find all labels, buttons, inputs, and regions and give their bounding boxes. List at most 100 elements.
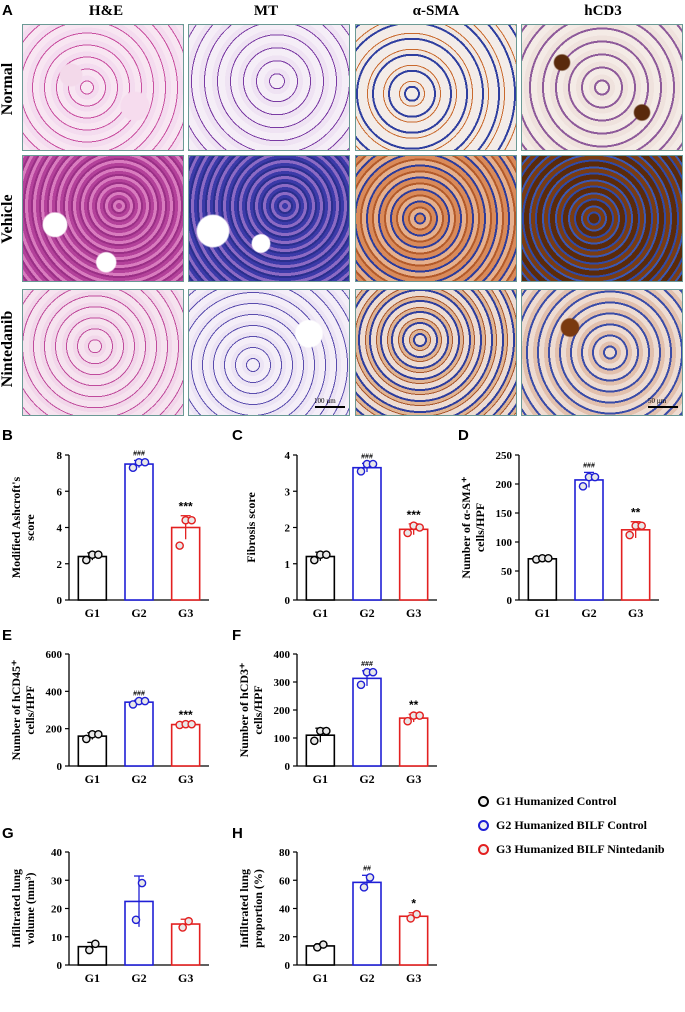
y-axis-label-d-1: cells/HPF xyxy=(473,503,487,552)
y-axis-label-g-0: Infiltrated lung xyxy=(9,869,23,948)
bar-b-g1 xyxy=(77,555,108,601)
data-point-c-g3-2 xyxy=(415,523,424,532)
y-tick-label-d-2: 100 xyxy=(496,537,513,549)
x-tick-label-e-g1: G1 xyxy=(85,772,100,786)
bar-e-g2 xyxy=(124,701,154,767)
tile-nintedanib-asma xyxy=(355,289,517,416)
data-point-d-g1-2 xyxy=(544,553,553,563)
y-tick-label-h-4: 80 xyxy=(279,847,291,859)
x-tick-label-d-g3: G3 xyxy=(628,606,643,620)
column-header-hcd3: hCD3 xyxy=(584,3,622,19)
y-axis-label-f-1: cells/HPF xyxy=(251,685,265,734)
bar-h-g2 xyxy=(352,881,382,966)
y-axis-label-b-1: score xyxy=(23,514,37,541)
y-tick-label-f-1: 100 xyxy=(274,733,291,745)
significance-d-g2: ### xyxy=(583,462,595,469)
y-axis-label-h-0: Infiltrated lung xyxy=(237,869,251,948)
data-point-c-g2-0 xyxy=(356,467,366,476)
significance-b-g3: *** xyxy=(179,500,193,514)
x-tick-label-d-g2: G2 xyxy=(581,606,596,620)
y-tick-label-f-3: 300 xyxy=(274,677,291,689)
bar-c-g1 xyxy=(305,555,336,601)
data-point-h-g3-1 xyxy=(412,909,421,919)
panel-letter-c: C xyxy=(232,427,243,444)
data-point-c-g3-0 xyxy=(403,528,412,538)
y-axis-label-g-1: volume (mm³) xyxy=(23,873,37,945)
data-point-b-g3-0 xyxy=(175,541,184,550)
x-tick-label-g-g3: G3 xyxy=(178,971,193,985)
data-point-e-g1-0 xyxy=(82,734,91,744)
y-tick-label-c-4: 4 xyxy=(285,450,291,462)
bar-h-g3 xyxy=(398,915,429,966)
data-point-h-g2-0 xyxy=(359,883,369,892)
y-tick-label-f-4: 400 xyxy=(274,649,291,661)
panel-letter-h: H xyxy=(232,825,243,842)
data-point-f-g3-0 xyxy=(403,716,412,726)
legend-label-g1: G1 Humanized Control xyxy=(496,794,617,808)
data-point-h-g2-1 xyxy=(365,873,375,882)
bar-f-g3 xyxy=(398,717,429,767)
legend-swatch-g1 xyxy=(478,796,489,807)
y-tick-label-c-0: 0 xyxy=(285,595,291,607)
data-point-f-g2-2 xyxy=(368,667,378,677)
x-tick-label-h-g2: G2 xyxy=(359,971,374,985)
tile-vehicle-asma xyxy=(355,155,517,282)
x-tick-label-f-g1: G1 xyxy=(313,772,328,786)
legend-item-g2: G2 Humanized BILF Control xyxy=(478,818,647,833)
bar-c-g2 xyxy=(352,466,382,601)
significance-f-g2: ### xyxy=(361,661,373,668)
y-tick-label-g-3: 30 xyxy=(51,875,63,887)
x-tick-label-g-g1: G1 xyxy=(85,971,100,985)
data-point-b-g3-2 xyxy=(187,515,196,525)
y-tick-label-f-0: 0 xyxy=(285,761,291,773)
bar-c-g3 xyxy=(398,528,429,601)
y-tick-label-b-2: 4 xyxy=(57,523,63,535)
bar-d-g3 xyxy=(620,529,651,601)
legend-item-g3: G3 Humanized BILF Nintedanib xyxy=(478,842,665,857)
significance-d-g3: ** xyxy=(631,506,641,520)
significance-h-g2: ## xyxy=(363,865,371,872)
x-tick-label-f-g2: G2 xyxy=(359,772,374,786)
y-tick-label-c-2: 2 xyxy=(285,523,291,535)
x-tick-label-f-g3: G3 xyxy=(406,772,421,786)
data-point-e-g3-2 xyxy=(187,719,196,729)
tile-vehicle-mt xyxy=(188,155,350,282)
data-point-d-g2-0 xyxy=(578,482,588,491)
data-point-b-g1-0 xyxy=(82,555,91,565)
y-axis-label-e-0: Number of hCD45⁺ xyxy=(9,660,23,761)
y-tick-label-g-0: 0 xyxy=(57,960,63,972)
tile-normal-asma xyxy=(355,24,517,151)
y-tick-label-g-4: 40 xyxy=(51,847,63,859)
significance-c-g3: *** xyxy=(407,508,421,522)
scalebar-label-100: 100 µm xyxy=(314,397,336,405)
legend-label-g3: G3 Humanized BILF Nintedanib xyxy=(496,842,665,856)
data-point-b-g1-2 xyxy=(94,550,103,559)
x-tick-label-e-g3: G3 xyxy=(178,772,193,786)
y-axis-label-f-0: Number of hCD3⁺ xyxy=(237,663,251,758)
data-point-b-g2-2 xyxy=(140,457,150,467)
tile-nintedanib-he xyxy=(22,289,184,416)
significance-e-g2: ### xyxy=(133,690,145,697)
data-point-g-g2-1 xyxy=(137,878,147,888)
legend-item-g1: G1 Humanized Control xyxy=(478,794,616,809)
y-tick-label-d-5: 250 xyxy=(496,450,513,462)
column-header-mt: MT xyxy=(253,3,279,19)
bar-e-g3 xyxy=(170,723,201,767)
y-axis-label-b-0: Modified Ashcroft's xyxy=(9,476,23,578)
y-tick-label-d-3: 150 xyxy=(496,508,513,520)
data-point-g-g3-0 xyxy=(178,923,187,932)
data-point-g-g3-1 xyxy=(184,916,193,926)
y-tick-label-e-2: 400 xyxy=(46,686,63,698)
significance-f-g3: ** xyxy=(409,698,419,712)
y-tick-label-b-1: 2 xyxy=(57,559,63,571)
y-tick-label-b-4: 8 xyxy=(57,450,63,462)
tile-vehicle-he xyxy=(22,155,184,282)
tile-nintedanib-mt xyxy=(188,289,350,416)
data-point-g-g2-0 xyxy=(131,915,141,925)
scalebar-line-100 xyxy=(315,406,345,408)
y-axis-label-e-1: cells/HPF xyxy=(23,685,37,734)
data-point-f-g1-2 xyxy=(322,726,331,736)
data-point-g-g1-0 xyxy=(85,945,94,955)
y-tick-label-h-2: 40 xyxy=(279,904,291,916)
